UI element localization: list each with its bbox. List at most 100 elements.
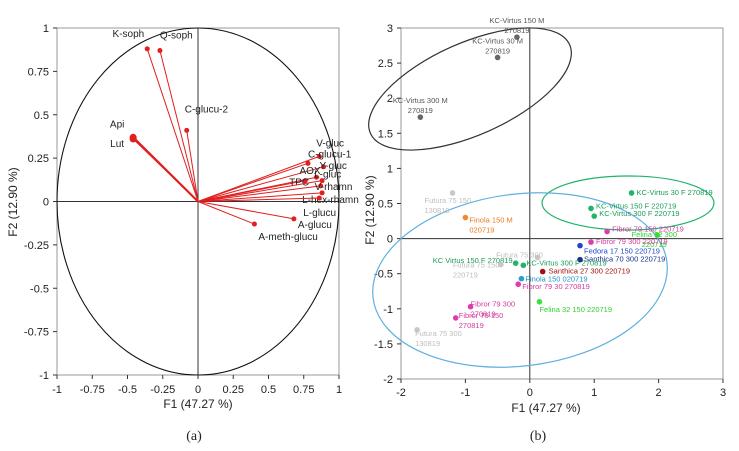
x-axis-label-a: F1 (47.27 %) — [163, 397, 232, 411]
score-label-line1: Futura 75 300 — [496, 251, 543, 260]
score-point — [588, 239, 594, 245]
score-label: Santhica 70 300 220719 — [584, 255, 665, 264]
loading-label: A-glucu — [298, 220, 332, 231]
score-label-line1: Futura 75 300 — [415, 329, 462, 338]
score-label-line2: 130819 — [415, 339, 440, 348]
loading-label: V-rhamn — [315, 182, 353, 193]
score-label-line1: Santhica 70 300 220719 — [584, 255, 665, 264]
score-label: Fibror 79 150 270819 — [459, 311, 504, 330]
y-tick-label-b: 1.5 — [378, 128, 393, 140]
loading-label: V-gluc — [316, 138, 344, 149]
score-point — [518, 275, 525, 282]
y-tick-label-a: -0.5 — [30, 283, 49, 295]
loading-label: AOX — [299, 166, 320, 177]
y-axis-label-a: F2 (12.90 %) — [6, 167, 20, 236]
y-tick-label-a: 0.25 — [28, 153, 49, 165]
loading-point — [184, 127, 190, 133]
score-point — [577, 256, 583, 263]
x-tick-label-a: 0 — [195, 384, 201, 396]
y-tick-label-b: 3 — [387, 23, 393, 35]
score-label: KC-Virtus 30 M 270819 — [472, 36, 523, 55]
loading-vector — [197, 166, 324, 202]
score-label-line2: 270819 — [459, 321, 484, 330]
loading-point — [305, 160, 311, 166]
score-label-line1: Felina 32 300 — [632, 230, 677, 239]
loading-point — [316, 153, 322, 159]
x-tick-label-a: 1 — [336, 384, 342, 396]
score-label-line1: Fibror 79 30 270819 — [522, 282, 590, 291]
x-tick-label-a: 0.25 — [223, 384, 244, 396]
y-tick-label-b: -1.5 — [374, 339, 393, 351]
score-label-line2: 130819 — [425, 206, 450, 215]
loading-point — [144, 46, 150, 52]
score-label-line1: Fibror 79 300 220719 — [596, 237, 668, 246]
x-tick-label-b: -1 — [461, 387, 471, 399]
score-label-line1: Futura 75 150 — [425, 196, 472, 205]
score-point — [467, 303, 474, 310]
score-label: KC-Virtus 300 M 270819 — [393, 96, 448, 115]
loading-vector — [146, 48, 199, 202]
y-tick-label-a: 1 — [43, 23, 49, 35]
score-label: Santhica 27 300 220719 — [549, 267, 630, 276]
loading-vector — [197, 180, 323, 202]
loading-point — [157, 48, 163, 54]
loading-point — [129, 135, 137, 143]
y-tick-label-b: 1 — [387, 163, 393, 175]
score-label-line2: 270819 — [408, 106, 433, 115]
score-label-line2: 220719 — [453, 271, 478, 280]
y-tick-label-b: 2.5 — [378, 58, 393, 70]
score-label-line1: Fibror 79 150 — [459, 311, 504, 320]
score-point — [414, 327, 420, 333]
y-tick-label-b: 2 — [387, 93, 393, 105]
x-tick-label-b: 0 — [527, 387, 533, 399]
score-point — [417, 114, 424, 120]
loading-point — [320, 164, 326, 170]
cluster-ellipse-green — [541, 175, 715, 231]
loading-point — [302, 178, 308, 184]
score-label: Futura 75 300 130819 — [415, 329, 462, 348]
loading-vector — [132, 138, 199, 202]
loading-point — [251, 221, 257, 227]
score-label-line1: KC-Virtus 30 F 270819 — [637, 188, 713, 197]
loading-label: Y-gluc — [319, 161, 346, 172]
score-point — [512, 260, 519, 266]
loading-point — [319, 190, 325, 196]
loading-label: L-gluc — [314, 170, 341, 181]
score-point — [534, 254, 541, 261]
x-tick-label-a: -1 — [52, 384, 62, 396]
score-label-line2: 220719 — [642, 240, 667, 249]
y-tick-label-b: 0 — [387, 234, 393, 246]
score-label-line1: Felina 32 150 220719 — [539, 305, 612, 314]
score-label-line1: KC-Virtus 150 M — [489, 16, 544, 25]
score-label-line1: KC-Virtus 300 F 220719 — [599, 209, 679, 218]
score-plot-b: (b) F1 (47.27 %) F2 (12.90 %) -2 -1 0 1 2 3 3 2… — [363, 16, 726, 444]
score-point — [588, 205, 594, 212]
score-label-line1: KC-Virtus 30 M — [472, 36, 523, 45]
caption-b: (b) — [530, 429, 547, 444]
y-tick-label-b: -1 — [383, 304, 393, 316]
loading-point — [291, 216, 297, 222]
score-label-line1: Finola 150 020719 — [525, 275, 587, 284]
y-tick-label-a: 0.5 — [34, 110, 49, 122]
score-label: Finola 150 M 020719 — [469, 216, 512, 235]
score-label: Futura 75 150 130819 — [425, 196, 472, 215]
x-tick-label-b: 2 — [656, 387, 662, 399]
score-point — [515, 281, 522, 288]
score-label: Felina 32 300 220719 — [632, 230, 677, 249]
score-label: KC-Virtus 150 F 220719 — [596, 201, 676, 210]
score-label: KC-Virtus 300 F 270819 — [526, 258, 606, 267]
loading-vector — [197, 197, 320, 202]
x-tick-label-a: -0.25 — [150, 384, 175, 396]
x-tick-label-b: 3 — [720, 387, 726, 399]
score-label-line2: 270819 — [485, 46, 510, 55]
x-tick-label-b: 1 — [591, 387, 597, 399]
score-label: Fibror 79 150 220719 — [612, 225, 684, 234]
loading-vector — [197, 192, 323, 202]
score-label: KC-Virtus 30 F 270819 — [637, 188, 713, 197]
loading-vector — [197, 201, 294, 220]
loading-point — [319, 178, 325, 184]
score-label: Felina 32 150 220719 — [539, 305, 612, 314]
score-label-line1: Santhica 27 300 220719 — [549, 267, 630, 276]
score-label-line1: Finola 150 M — [469, 216, 512, 225]
y-tick-label-b: -2 — [383, 374, 393, 386]
